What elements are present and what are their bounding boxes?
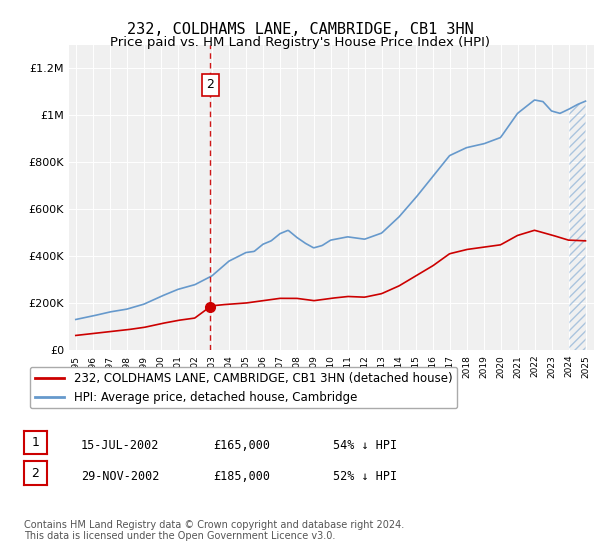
Text: 2: 2 xyxy=(206,78,214,91)
Text: 232, COLDHAMS LANE, CAMBRIDGE, CB1 3HN: 232, COLDHAMS LANE, CAMBRIDGE, CB1 3HN xyxy=(127,22,473,38)
Legend: 232, COLDHAMS LANE, CAMBRIDGE, CB1 3HN (detached house), HPI: Average price, det: 232, COLDHAMS LANE, CAMBRIDGE, CB1 3HN (… xyxy=(30,367,457,408)
Text: £165,000: £165,000 xyxy=(213,438,270,452)
Text: 29-NOV-2002: 29-NOV-2002 xyxy=(81,469,160,483)
Text: Contains HM Land Registry data © Crown copyright and database right 2024.
This d: Contains HM Land Registry data © Crown c… xyxy=(24,520,404,542)
Text: £185,000: £185,000 xyxy=(213,469,270,483)
Text: 15-JUL-2002: 15-JUL-2002 xyxy=(81,438,160,452)
Text: 1: 1 xyxy=(31,436,40,449)
Text: Price paid vs. HM Land Registry's House Price Index (HPI): Price paid vs. HM Land Registry's House … xyxy=(110,36,490,49)
Text: 54% ↓ HPI: 54% ↓ HPI xyxy=(333,438,397,452)
Text: 2: 2 xyxy=(31,466,40,480)
Text: 52% ↓ HPI: 52% ↓ HPI xyxy=(333,469,397,483)
